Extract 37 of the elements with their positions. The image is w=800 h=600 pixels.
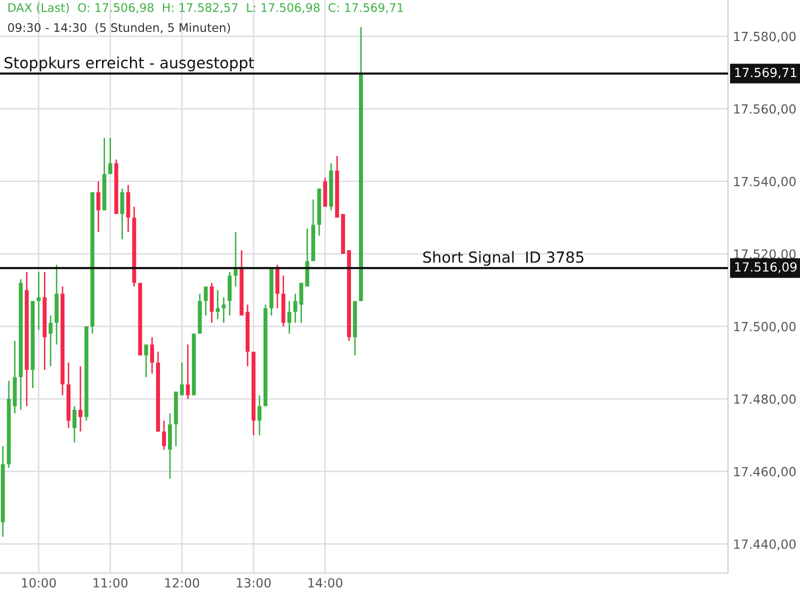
candlestick (36, 271, 41, 331)
candlestick (162, 420, 166, 450)
x-tick-label: 10:00 (22, 578, 56, 588)
candlestick (234, 231, 238, 288)
y-tick-label: 17.440,00 (734, 539, 796, 550)
x-tick-label: 11:00 (94, 578, 128, 588)
y-tick-label: 17.580,00 (734, 32, 796, 42)
candlestick (186, 344, 190, 400)
candlestick (180, 362, 184, 396)
x-tick-label: 13:00 (236, 578, 271, 588)
candlestick (120, 188, 124, 240)
candlestick (258, 394, 262, 436)
candlestick (287, 300, 292, 334)
x-tick-label: 14:00 (308, 578, 342, 588)
candlestick (144, 344, 148, 378)
candlestick (78, 366, 82, 432)
ref-line-label: 17.516,09 (735, 262, 797, 273)
candlestick (293, 293, 298, 324)
candlestick (222, 296, 226, 324)
y-tick-label: 17.520,00 (734, 249, 796, 260)
candlestick (150, 336, 154, 374)
y-tick-label: 17.560,00 (734, 104, 796, 115)
annotation: Short Signal ID 3785 (423, 251, 584, 266)
candlestick (204, 286, 208, 316)
candlestick (108, 137, 112, 175)
y-tick-label: 17.480,00 (734, 394, 796, 406)
candlestick (72, 405, 76, 444)
ref-line-label: 17.569,71 (735, 68, 796, 78)
candlestick (48, 314, 53, 367)
chart-title: DAX (Last) O: 17.506,98 H: 17.582,57 L: 17.506,98 C: 17.569,71 (8, 2, 403, 14)
y-tick-label: 17.460,00 (734, 466, 796, 478)
annotation: Stoppkurs erreicht - ausgestoppt (4, 56, 254, 72)
y-tick-label: 17.500,00 (734, 322, 796, 333)
text: 09:30 - 14:30 (5 Stunden, 5 Minuten) (8, 22, 230, 34)
y-tick-label: 17.540,00 (734, 176, 796, 188)
candlestick (96, 180, 100, 233)
x-tick-label: 12:00 (165, 578, 200, 588)
